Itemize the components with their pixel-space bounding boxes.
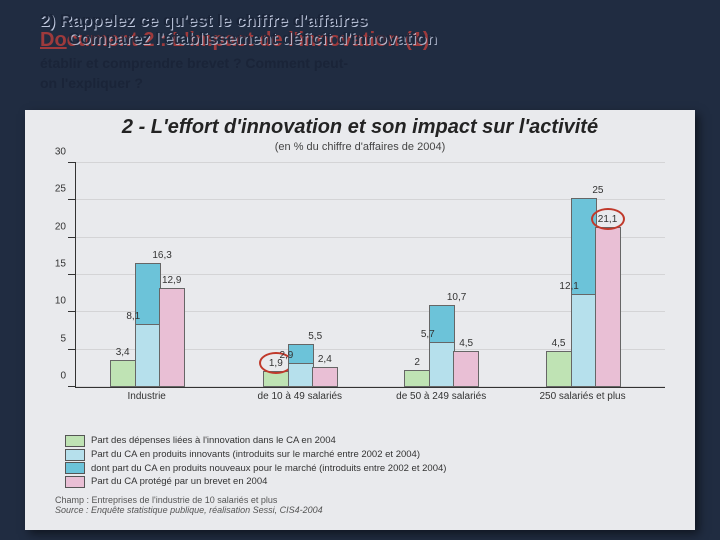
sub-line-2: on l'expliquer ?	[40, 75, 690, 93]
bar: 5,7	[429, 342, 455, 387]
sub-line-1: établir et comprendre brevet ? Comment p…	[40, 55, 690, 73]
bar-overlap-wrap: 16,38,1	[135, 265, 159, 387]
bar-overlap-wrap: 2512,1	[571, 200, 595, 388]
bar-value-label: 25	[592, 185, 603, 196]
bar: 1,9	[263, 371, 289, 387]
highlight-circle	[591, 208, 625, 230]
bar: 8,1	[135, 324, 161, 387]
bar: 3,4	[110, 360, 136, 388]
legend-label: Part du CA protégé par un brevet en 2004	[91, 475, 267, 489]
bar-value-label: 5,5	[308, 331, 322, 342]
bar-overlap-wrap: 10,75,7	[429, 307, 453, 387]
gridline	[76, 162, 665, 163]
bar: 4,5	[546, 351, 572, 387]
bar-group: 3,416,38,112,9Industrie	[110, 265, 184, 387]
bar: 4,5	[453, 351, 479, 387]
legend-swatch	[65, 462, 85, 474]
bar-value-label: 4,5	[552, 338, 566, 349]
bar-group: 4,52512,121,1250 salariés et plus	[546, 200, 620, 388]
legend-label: Part des dépenses liées à l'innovation d…	[91, 434, 336, 448]
bar-value-label: 16,3	[152, 250, 171, 261]
x-axis-label: 250 salariés et plus	[539, 387, 625, 402]
bar-value-label: 2,4	[318, 354, 332, 365]
bar-value-label: 2,9	[279, 350, 293, 362]
bar: 12,9	[159, 288, 185, 387]
bar-group: 1,95,52,92,4de 10 à 49 salariés	[263, 346, 337, 387]
x-axis-label: Industrie	[127, 387, 165, 402]
heading-prefix: Do	[40, 29, 67, 51]
source-line: Source : Enquête statistique publique, r…	[55, 505, 695, 515]
bar-value-label: 4,5	[459, 338, 473, 349]
plot-area: 0510152025303,416,38,112,9Industrie1,95,…	[75, 163, 665, 388]
x-axis-label: de 10 à 49 salariés	[258, 387, 343, 402]
bar-value-label: 3,4	[116, 347, 130, 358]
legend: Part des dépenses liées à l'innovation d…	[65, 434, 695, 489]
y-axis-label: 10	[55, 296, 76, 307]
legend-item: dont part du CA en produits nouveaux pou…	[65, 462, 695, 476]
bar-value-label: 5,7	[421, 329, 435, 341]
bar-value-label: 12,1	[559, 281, 578, 293]
chart-area: 0510152025303,416,38,112,9Industrie1,95,…	[75, 163, 665, 408]
chart-panel: 2 - L'effort d'innovation et son impact …	[25, 110, 695, 530]
overlap-line-1: 2) Rappelez ce qu'est le chiffre d'affai…	[40, 12, 690, 29]
legend-swatch	[65, 435, 85, 447]
y-axis-label: 15	[55, 259, 76, 270]
overlap-line-2: Comparez l'établissement déficit d'innov…	[68, 30, 437, 47]
bar: 2,9	[288, 363, 314, 387]
y-axis-label: 25	[55, 184, 76, 195]
bar-value-label: 10,7	[447, 292, 466, 303]
champ-line: Champ : Entreprises de l'industrie de 10…	[55, 495, 695, 505]
bar: 12,1	[571, 294, 597, 387]
bar-value-label: 12,9	[162, 275, 181, 286]
question-block: 2) Rappelez ce qu'est le chiffre d'affai…	[40, 12, 690, 92]
x-axis-label: de 50 à 249 salariés	[396, 387, 486, 402]
legend-swatch	[65, 476, 85, 488]
legend-label: Part du CA en produits innovants (introd…	[91, 448, 420, 462]
bar: 2	[404, 370, 430, 387]
legend-item: Part des dépenses liées à l'innovation d…	[65, 434, 695, 448]
bar-group: 210,75,74,5de 50 à 249 salariés	[404, 307, 478, 387]
panel-title: 2 - L'effort d'innovation et son impact …	[25, 110, 695, 139]
panel-subtitle: (en % du chiffre d'affaires de 2004)	[25, 141, 695, 153]
y-axis-label: 5	[60, 333, 76, 344]
bar: 21,1	[595, 227, 621, 387]
bar-value-label: 2	[414, 357, 420, 368]
legend-item: Part du CA protégé par un brevet en 2004	[65, 475, 695, 489]
bar-overlap-wrap: 5,52,9	[288, 346, 312, 387]
y-axis-label: 20	[55, 221, 76, 232]
bar-value-label: 8,1	[126, 311, 140, 323]
legend-item: Part du CA en produits innovants (introd…	[65, 448, 695, 462]
y-axis-label: 30	[55, 147, 76, 158]
legend-label: dont part du CA en produits nouveaux pou…	[91, 462, 446, 476]
y-axis-label: 0	[60, 371, 76, 382]
bar: 2,4	[312, 367, 338, 387]
legend-swatch	[65, 449, 85, 461]
footnotes: Champ : Entreprises de l'industrie de 10…	[55, 495, 695, 515]
